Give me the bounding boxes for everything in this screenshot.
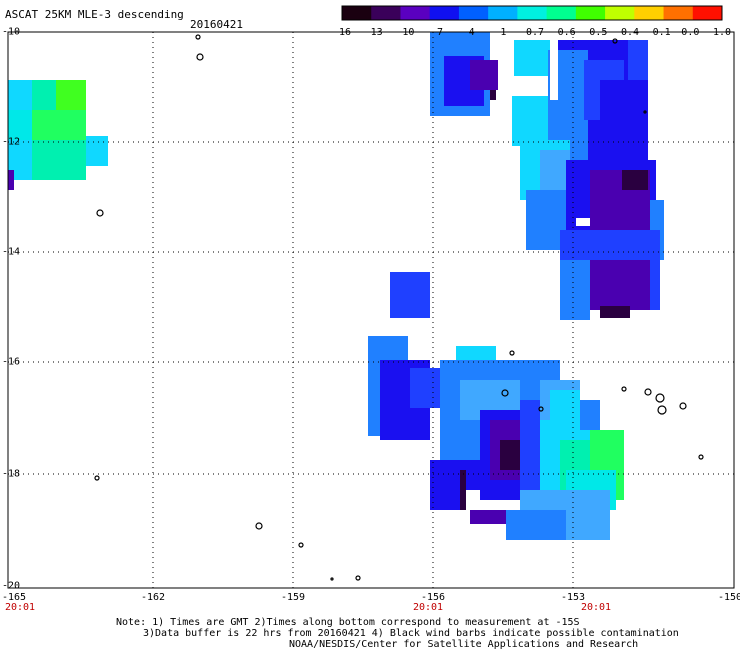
colorbar-label: -0.6	[551, 27, 576, 38]
island-outline	[612, 38, 618, 44]
island-outline	[655, 393, 665, 403]
island-outline	[644, 388, 652, 396]
colorbar-label: -13	[364, 27, 383, 38]
colorbar-segment	[517, 6, 548, 20]
wind-speed-cell	[500, 440, 520, 470]
longitude-label: -159	[280, 592, 306, 603]
island-outline	[255, 522, 263, 530]
latitude-label: -20	[2, 580, 21, 592]
colorbar-label: -0.4	[614, 27, 640, 38]
latitude-label: -12	[2, 136, 21, 148]
colorbar-segment	[488, 6, 518, 20]
island-outline	[298, 542, 304, 548]
colorbar-segment	[663, 6, 694, 20]
island-outline	[330, 577, 334, 581]
colorbar-label: -0.5	[583, 27, 608, 38]
colorbar-segment	[371, 6, 401, 20]
island-outline	[698, 454, 704, 460]
wind-speed-cell	[512, 96, 552, 146]
coastlines	[94, 34, 704, 581]
wind-speed-cell	[622, 170, 648, 190]
colorbar-segment	[634, 6, 665, 20]
note-line-1: Note: 1) Times are GMT 2)Times along bot…	[116, 617, 580, 628]
wind-speed-cell	[470, 510, 506, 524]
wind-speed-cell	[86, 136, 108, 166]
wind-speed-cell	[8, 110, 32, 140]
map-title: ASCAT 25KM MLE-3 descending	[5, 8, 184, 21]
longitude-label: -153	[560, 592, 586, 603]
time-label: 20:01	[580, 602, 612, 613]
colorbar-label: 1.0	[712, 27, 732, 38]
colorbar-segment	[458, 6, 489, 20]
island-outline	[195, 34, 201, 40]
note-line-2: 3)Data buffer is 22 hrs from 20160421 4)…	[143, 628, 679, 639]
wind-speed-cell	[514, 40, 550, 76]
island-outline	[501, 389, 509, 397]
colorbar-segment	[342, 6, 372, 20]
wind-speed-cell	[32, 140, 86, 180]
wind-speed-cell	[506, 510, 566, 540]
wind-speed-cell	[56, 80, 86, 110]
island-outline	[643, 110, 647, 114]
time-label: 20:01	[4, 602, 36, 613]
wind-speed-cell	[580, 400, 600, 430]
wind-speed-cell	[526, 190, 566, 250]
grid-lines	[8, 32, 734, 588]
colorbar-label: -4	[462, 27, 475, 38]
latitude-label: -14	[2, 246, 21, 258]
colorbar-segment	[546, 6, 577, 20]
wind-speed-cell	[600, 80, 634, 160]
colorbar-label: -0.7	[519, 27, 545, 38]
wind-speed-cell	[32, 110, 86, 140]
island-outline	[657, 405, 667, 415]
wind-speed-cell	[560, 260, 590, 320]
longitude-label: -156	[420, 592, 446, 603]
island-outline	[94, 475, 100, 481]
wind-speed-cell	[600, 306, 630, 318]
wind-speed-cell	[8, 170, 14, 190]
colorbar-segment	[400, 6, 431, 20]
wind-speed-cell	[32, 80, 56, 110]
wind-speed-cell	[550, 390, 580, 420]
plot-frame	[7, 31, 735, 589]
colorbar-segment	[692, 6, 723, 20]
colorbar	[341, 5, 723, 21]
island-outline	[621, 386, 627, 392]
latitude-label: -18	[2, 468, 21, 480]
colorbar-label: 0.0	[681, 27, 700, 38]
latitude-label: -10	[2, 26, 21, 38]
wind-speed-cell	[628, 40, 648, 80]
colorbar-label: -1	[494, 27, 507, 38]
map-date: 20160421	[190, 18, 243, 31]
wind-speed-cell	[470, 60, 498, 90]
colorbar-label: -0.1	[646, 27, 671, 38]
colorbar-label: -10	[396, 27, 415, 38]
wind-speed-cell	[390, 272, 430, 318]
longitude-label: -162	[140, 592, 166, 603]
wind-speed-cell	[456, 470, 466, 510]
colorbar-segment	[429, 6, 460, 20]
wind-data-swath	[8, 32, 664, 540]
longitude-label: -165	[1, 592, 27, 603]
colorbar-segment	[575, 6, 606, 20]
colorbar-segment	[605, 6, 635, 20]
time-label: 20:01	[412, 602, 444, 613]
colorbar-label: -16	[332, 27, 352, 38]
island-outline	[96, 209, 104, 217]
latitude-label: -16	[2, 356, 21, 368]
island-outline	[679, 402, 687, 410]
island-outline	[538, 406, 544, 412]
longitude-label: -150	[717, 592, 740, 603]
wind-speed-cell	[590, 260, 650, 310]
island-outline	[509, 350, 515, 356]
note-line-3: NOAA/NESDIS/Center for Satellite Applica…	[289, 639, 639, 650]
wind-speed-cell	[490, 90, 496, 100]
island-outline	[196, 53, 204, 61]
wind-speed-cell	[430, 470, 460, 510]
colorbar-label: -7	[430, 27, 444, 38]
island-outline	[355, 575, 361, 581]
wind-speed-cell	[8, 80, 32, 110]
